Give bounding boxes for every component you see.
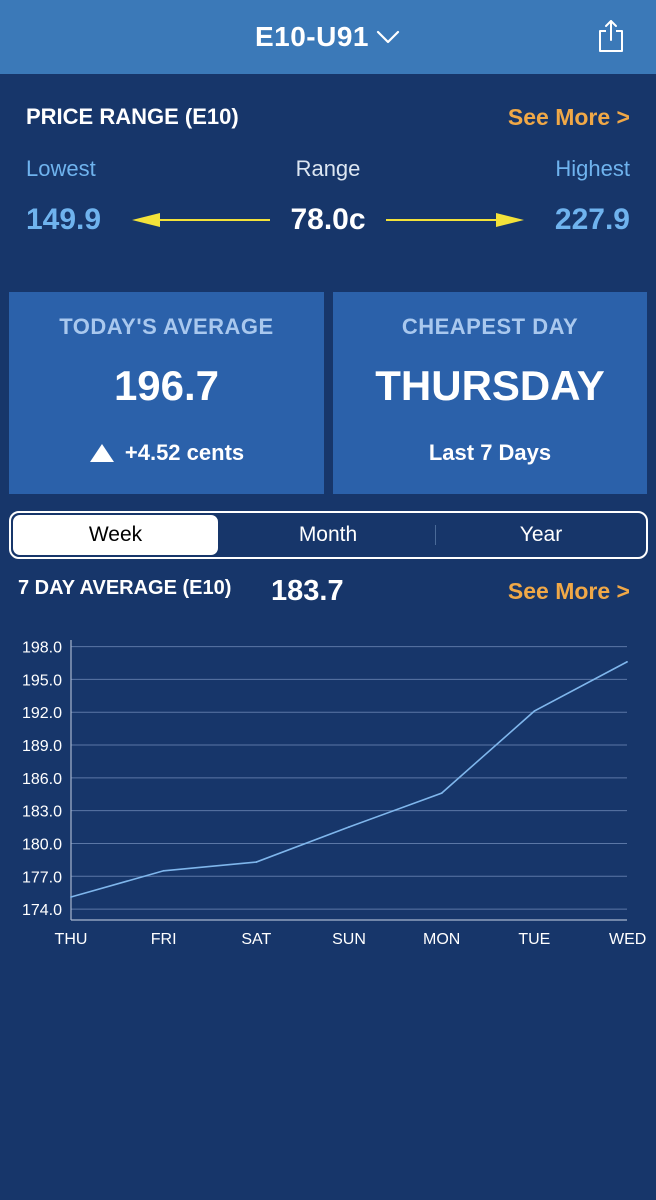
triangle-up-icon	[89, 444, 114, 462]
todays-average-value: 196.7	[113, 362, 220, 409]
x-tick-label: THU	[55, 931, 88, 948]
lowest-value: 149.9	[26, 203, 102, 236]
cheapest-day-value: THURSDAY	[375, 362, 605, 409]
y-tick-label: 177.0	[22, 869, 62, 886]
right-arrow-icon	[386, 213, 524, 227]
highest-label: Highest	[555, 156, 630, 181]
range-label: Range	[295, 156, 361, 181]
y-tick-label: 189.0	[22, 738, 62, 755]
cheapest-day-card: CHEAPEST DAY THURSDAY Last 7 Days	[333, 292, 647, 494]
data-point	[440, 792, 443, 795]
y-tick-label: 174.0	[22, 902, 62, 919]
data-point	[255, 861, 258, 863]
data-point	[533, 710, 536, 712]
todays-average-card: TODAY'S AVERAGE 196.7 +4.52 cents	[9, 292, 324, 494]
y-tick-label: 195.0	[22, 672, 62, 689]
todays-change-value: +4.52 cents	[124, 440, 245, 465]
x-tick-label: TUE	[518, 931, 550, 948]
y-tick-label: 198.0	[22, 640, 62, 657]
x-tick-label: SUN	[332, 931, 366, 948]
y-tick-label: 186.0	[22, 771, 62, 788]
todays-average-title: TODAY'S AVERAGE	[59, 314, 274, 339]
fuel-type-title[interactable]: E10-U91	[254, 21, 369, 52]
x-tick-label: FRI	[151, 931, 177, 948]
x-tick-label: MON	[423, 931, 460, 948]
range-value: 78.0c	[290, 203, 366, 236]
period-segmented-control: Week Month Year	[9, 511, 648, 559]
y-tick-label: 180.0	[22, 836, 62, 853]
y-tick-label: 192.0	[22, 705, 62, 722]
highest-value: 227.9	[554, 203, 630, 236]
seven-day-line-chart: 198.0 195.0 192.0 189.0 186.0 183.0 180.0 177.0…	[22, 640, 646, 948]
seven-day-average-title: 7 DAY AVERAGE (E10)	[18, 577, 232, 599]
left-arrow-icon	[132, 213, 270, 227]
tab-divider	[435, 525, 436, 545]
data-point	[70, 896, 72, 898]
top-bar: E10-U91	[0, 0, 656, 74]
data-point	[348, 826, 350, 828]
cheapest-day-period: Last 7 Days	[428, 440, 552, 465]
x-tick-label: SAT	[241, 931, 271, 948]
data-point	[162, 869, 165, 872]
todays-change: +4.52 cents	[9, 440, 324, 466]
tab-month[interactable]: Month	[298, 523, 358, 546]
tab-year[interactable]: Year	[519, 523, 563, 546]
lowest-label: Lowest	[26, 156, 96, 181]
price-range-see-more-link[interactable]: See More >	[507, 104, 630, 130]
chevron-down-icon[interactable]	[375, 24, 401, 50]
price-range-title: PRICE RANGE (E10)	[26, 104, 239, 129]
seven-day-average-value: 183.7	[271, 575, 344, 607]
cheapest-day-title: CHEAPEST DAY	[401, 314, 579, 339]
data-point	[626, 660, 628, 663]
seven-day-see-more-link[interactable]: See More >	[507, 578, 630, 604]
fuel-type-selector[interactable]: E10-U91	[0, 0, 656, 74]
tab-week[interactable]: Week	[13, 515, 218, 555]
y-tick-label: 183.0	[22, 804, 62, 821]
series-line	[70, 661, 628, 898]
share-icon[interactable]	[596, 18, 626, 54]
x-tick-label: WED	[609, 931, 646, 948]
